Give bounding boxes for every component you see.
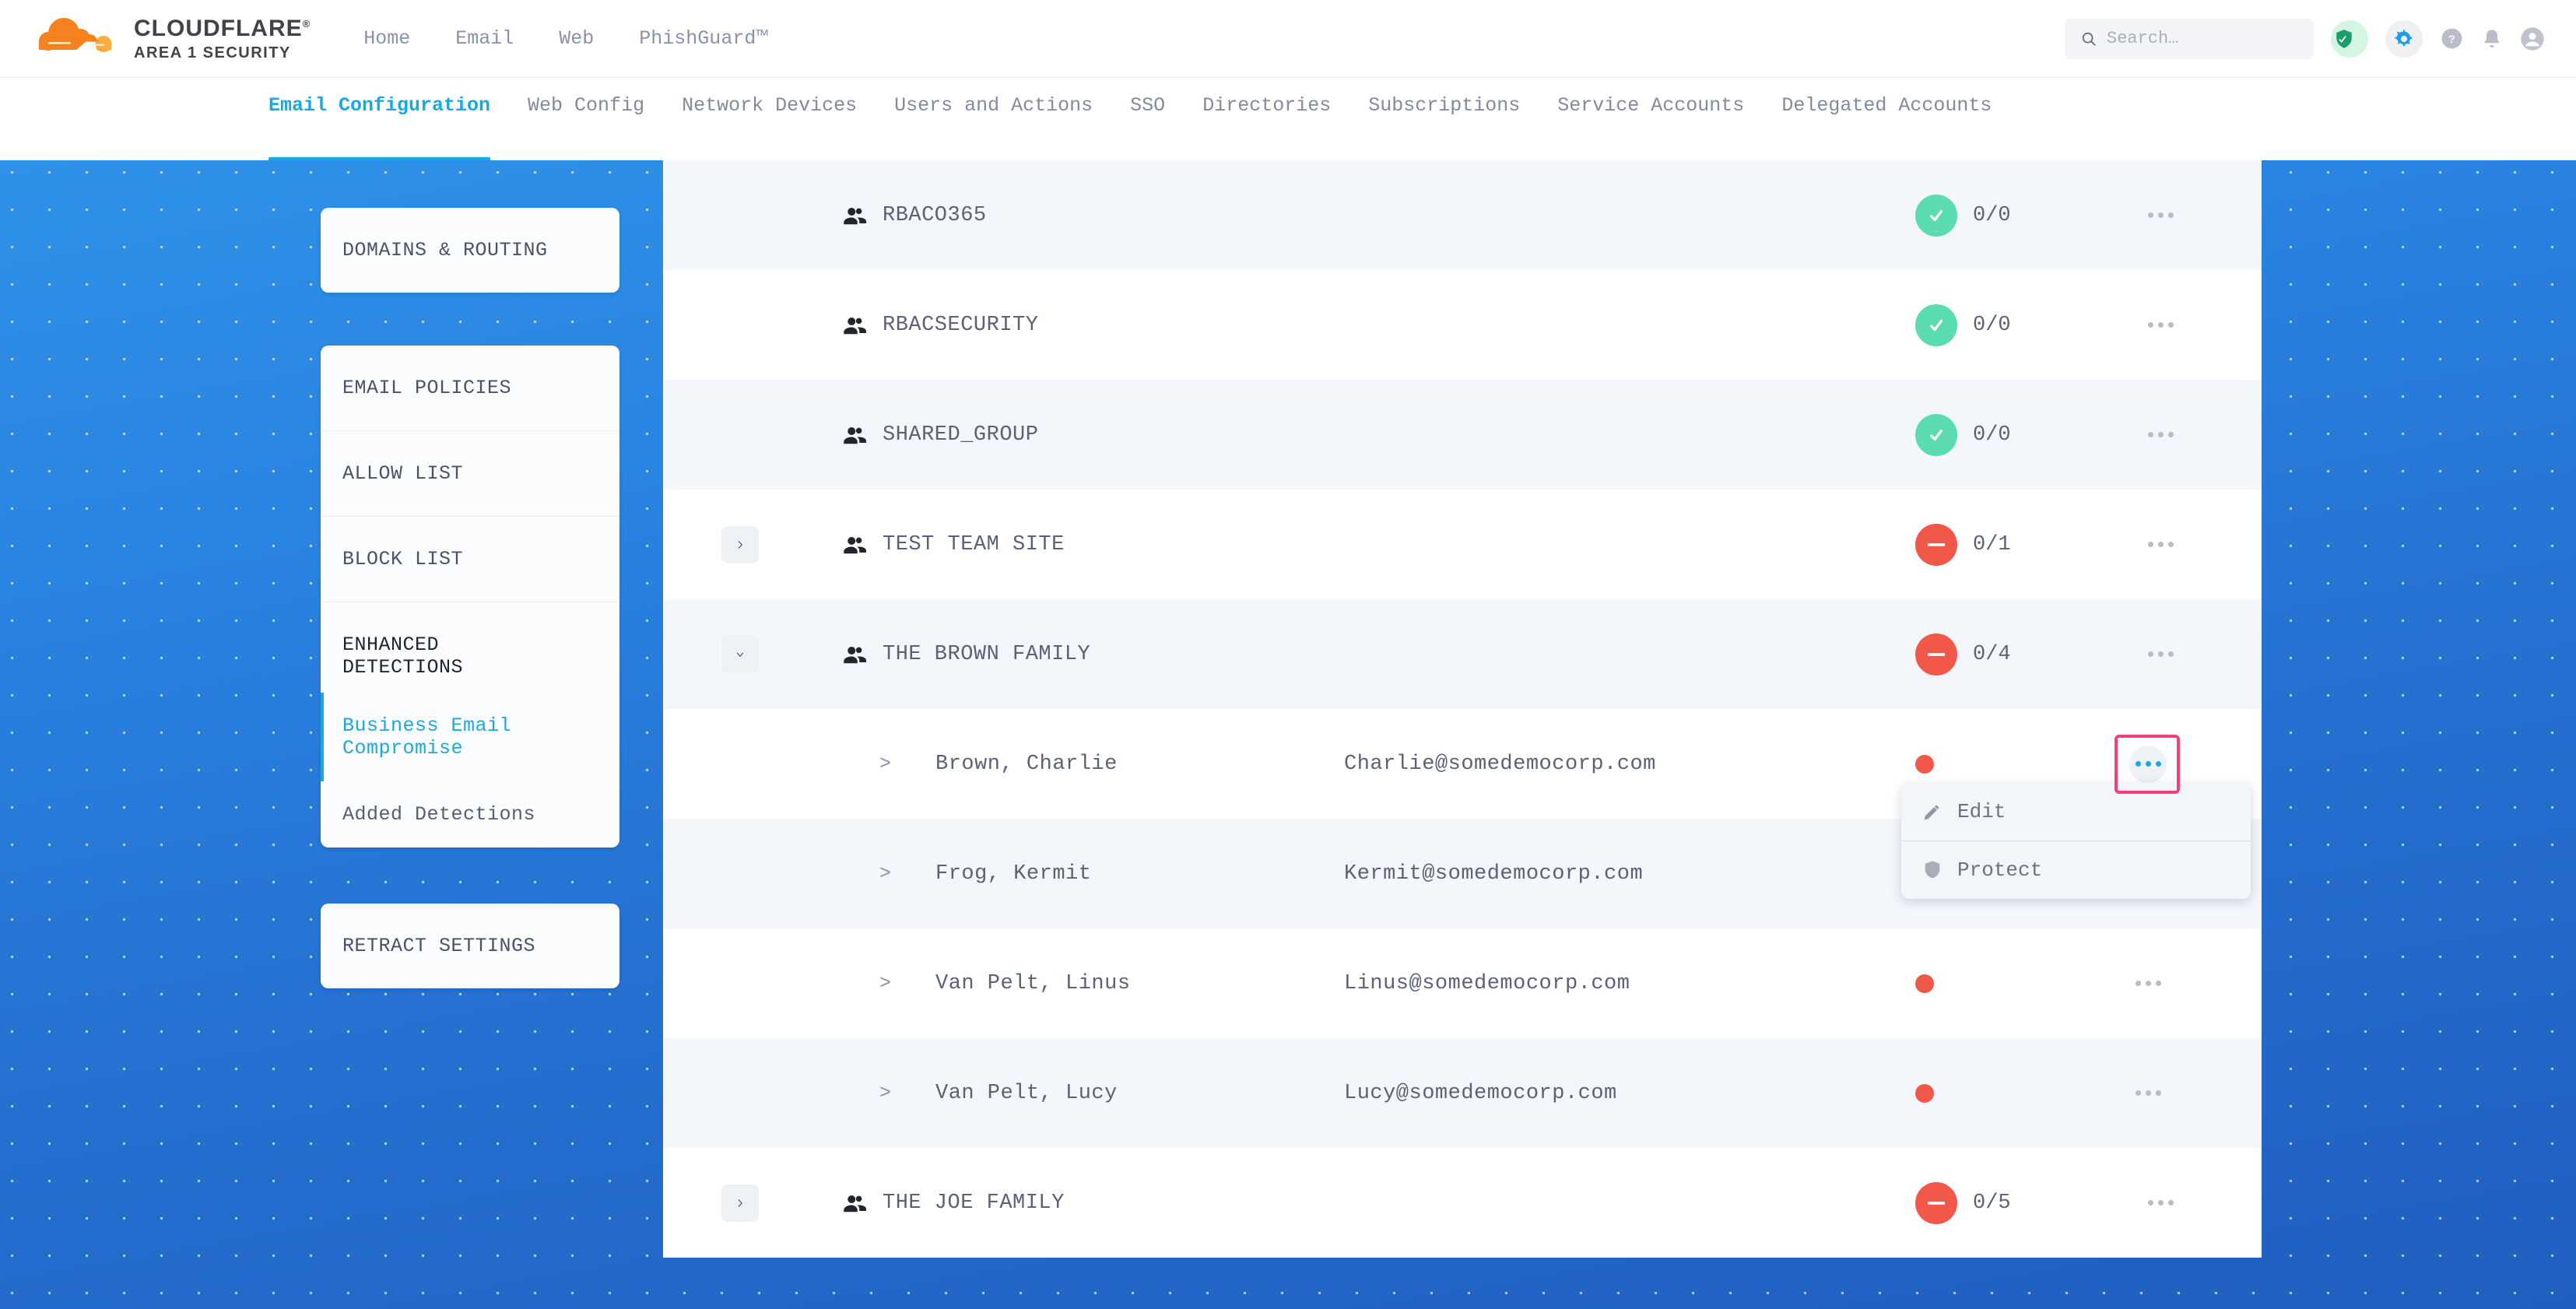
svg-text:?: ?	[2448, 33, 2455, 46]
